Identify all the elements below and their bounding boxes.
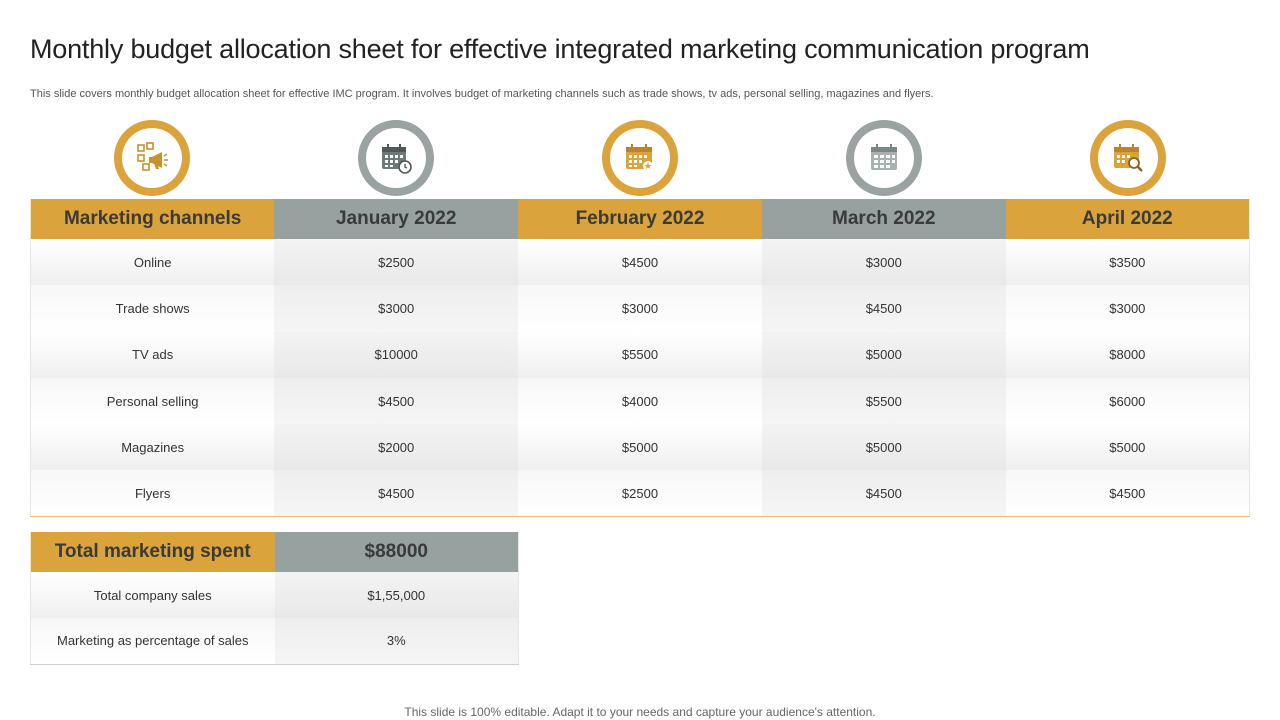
totals-table: Total marketing spent $88000 Total compa…	[30, 532, 519, 665]
header-february: February 2022	[518, 199, 762, 239]
table-row: Flyers $4500 $2500 $4500 $4500	[30, 470, 1250, 517]
value-cell: $2500	[274, 239, 519, 286]
totals-header: Total marketing spent $88000	[30, 532, 519, 572]
channel-cell: Flyers	[30, 470, 275, 517]
value-cell: $3500	[1005, 239, 1250, 286]
channel-cell: Trade shows	[30, 285, 275, 332]
value-cell: $4500	[761, 285, 1006, 332]
icon-cell-1	[30, 120, 274, 196]
value-cell: $5000	[761, 424, 1006, 471]
total-marketing-spent-value: $88000	[274, 532, 519, 572]
value-cell: $5500	[518, 331, 762, 378]
value-cell: $4500	[274, 470, 519, 517]
value-cell: $5000	[761, 331, 1006, 378]
value-cell: $3000	[518, 285, 762, 332]
budget-table-header: Marketing channels January 2022 February…	[30, 199, 1250, 239]
value-cell: $3000	[274, 285, 519, 332]
icon-cell-2	[274, 120, 518, 196]
icon-cell-3	[518, 120, 762, 196]
table-row: Online $2500 $4500 $3000 $3500	[30, 239, 1250, 286]
value-cell: $8000	[1005, 331, 1250, 378]
slide-title: Monthly budget allocation sheet for effe…	[30, 34, 1090, 64]
icon-row	[30, 120, 1250, 196]
totals-row-value: $1,55,000	[274, 572, 519, 618]
calendar-clock-icon	[358, 120, 434, 196]
table-row: Trade shows $3000 $3000 $4500 $3000	[30, 285, 1250, 332]
value-cell: $10000	[274, 331, 519, 378]
value-cell: $4500	[761, 470, 1006, 517]
value-cell: $4500	[1005, 470, 1250, 517]
icon-cell-5	[1006, 120, 1250, 196]
value-cell: $5500	[761, 377, 1006, 425]
value-cell: $4500	[518, 239, 762, 286]
header-april: April 2022	[1005, 199, 1250, 239]
value-cell: $4500	[274, 377, 519, 425]
channel-cell: Online	[30, 239, 275, 286]
table-row: Personal selling $4500 $4000 $5500 $6000	[30, 377, 1250, 425]
value-cell: $2500	[518, 470, 762, 517]
marketing-megaphone-icon	[114, 120, 190, 196]
calendar-grid-icon	[846, 120, 922, 196]
totals-row-value: 3%	[274, 618, 519, 664]
totals-row-label: Marketing as percentage of sales	[30, 618, 275, 664]
table-row: Magazines $2000 $5000 $5000 $5000	[30, 424, 1250, 471]
table-row: Marketing as percentage of sales 3%	[30, 618, 519, 664]
value-cell: $4000	[518, 377, 762, 425]
channel-cell: TV ads	[30, 331, 275, 378]
slide-footer: This slide is 100% editable. Adapt it to…	[404, 705, 876, 719]
value-cell: $6000	[1005, 377, 1250, 425]
header-marketing-channels: Marketing channels	[30, 199, 275, 239]
totals-row-label: Total company sales	[30, 572, 275, 618]
total-marketing-spent-label: Total marketing spent	[30, 532, 275, 572]
value-cell: $5000	[518, 424, 762, 471]
table-row: Total company sales $1,55,000	[30, 572, 519, 618]
value-cell: $3000	[1005, 285, 1250, 332]
value-cell: $5000	[1005, 424, 1250, 471]
channel-cell: Personal selling	[30, 377, 275, 425]
slide-subtitle: This slide covers monthly budget allocat…	[30, 88, 934, 100]
icon-cell-4	[762, 120, 1006, 196]
budget-table: Marketing channels January 2022 February…	[30, 199, 1250, 518]
calendar-star-icon	[602, 120, 678, 196]
header-march: March 2022	[761, 199, 1006, 239]
header-january: January 2022	[274, 199, 519, 239]
calendar-search-icon	[1090, 120, 1166, 196]
value-cell: $3000	[761, 239, 1006, 286]
value-cell: $2000	[274, 424, 519, 471]
channel-cell: Magazines	[30, 424, 275, 471]
table-row: TV ads $10000 $5500 $5000 $8000	[30, 331, 1250, 378]
